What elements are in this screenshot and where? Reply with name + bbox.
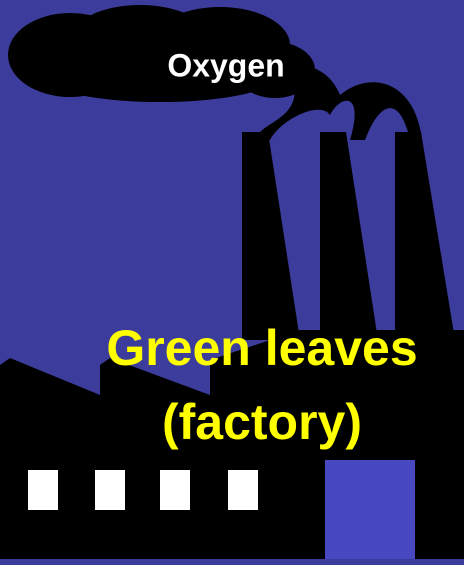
factory-label: Green leaves [106,320,417,376]
factory-label: (factory) [162,394,362,450]
smoke [8,5,422,140]
door [325,460,415,565]
chimneys [242,132,455,340]
windows [28,470,258,510]
ground-strip [0,559,464,565]
smoke-label: Oxygen [167,47,284,83]
